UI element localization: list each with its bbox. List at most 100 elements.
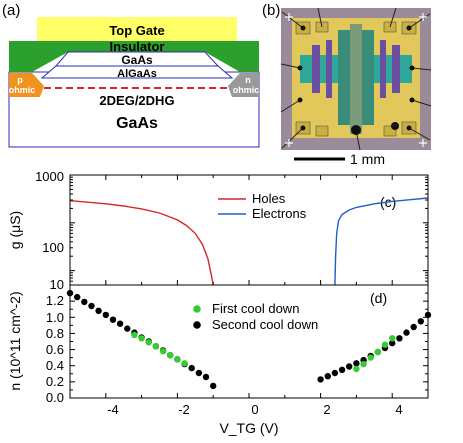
- substrate-box: [8, 71, 260, 148]
- point-first-cool-down: [131, 331, 138, 339]
- d-xtick-label-4: 4: [395, 402, 402, 417]
- panel-a: (a) Top Gate Insulator GaAs AlGaAs 2DEG/…: [2, 2, 260, 148]
- algaas-layer: [40, 65, 234, 79]
- point-first-cool-down: [181, 360, 188, 367]
- point-second-cool-down: [424, 311, 432, 319]
- insulator-label: Insulator: [110, 39, 165, 54]
- panel-d-series-layer: [66, 289, 432, 390]
- panel-c-legend: Holes Electrons: [218, 191, 307, 221]
- insulator-layer: [9, 41, 259, 72]
- p-ohmic-label-line1: p: [17, 75, 23, 85]
- point-second-cool-down: [338, 366, 346, 373]
- point-second-cool-down: [353, 360, 360, 367]
- panel-c-series-layer: [69, 197, 429, 286]
- point-second-cool-down: [403, 329, 410, 336]
- point-first-cool-down: [381, 341, 389, 348]
- panel-d-legend: First cool down Second cool down: [193, 301, 318, 332]
- gaas-substrate-label: GaAs: [116, 115, 158, 132]
- point-first-cool-down: [159, 348, 167, 355]
- p-ohmic-contact: [9, 73, 44, 97]
- point-second-cool-down: [324, 373, 331, 380]
- bond-wires: [280, 7, 432, 151]
- panel-d-letter: (d): [370, 290, 387, 306]
- device-photo: [280, 7, 432, 151]
- d-ytick-label-0: 0.0: [46, 390, 64, 405]
- n-ohmic-label-line2: ohmic: [233, 85, 260, 95]
- panel-c: (c) 10 100 1000 g (μS) Holes Electrons: [7, 169, 429, 292]
- point-second-cool-down: [410, 323, 417, 331]
- bond-balls: [297, 25, 415, 135]
- point-first-cool-down: [367, 354, 374, 361]
- d-ytick-label-4: 0.8: [46, 326, 64, 341]
- d-ytick-label-5: 1.0: [46, 310, 64, 325]
- point-first-cool-down: [360, 360, 367, 368]
- point-second-cool-down: [88, 302, 95, 310]
- panel-b-letter: (b): [262, 2, 280, 19]
- d-xlabel: V_TG (V): [219, 420, 278, 436]
- point-second-cool-down: [74, 293, 81, 301]
- point-second-cool-down: [417, 318, 424, 325]
- panel-c-tick-labels: 10 100 1000: [35, 169, 64, 292]
- panel-d-xtick-labels: -4 -2 0 2 4: [107, 402, 402, 417]
- gaas-cap-label: GaAs: [121, 53, 153, 67]
- panel-d-ticks: [69, 284, 429, 399]
- panel-c-frame: [69, 174, 429, 286]
- series-line-holes: [69, 200, 214, 286]
- top-gate-label: Top Gate: [109, 23, 164, 38]
- legend-label-electrons: Electrons: [252, 206, 307, 221]
- point-second-cool-down: [202, 373, 210, 381]
- point-second-cool-down: [81, 298, 88, 306]
- point-second-cool-down: [124, 325, 131, 332]
- point-first-cool-down: [167, 352, 174, 359]
- point-second-cool-down: [195, 369, 203, 377]
- alignment-marks: [285, 13, 427, 147]
- d-xtick-label-2: 0: [251, 402, 258, 417]
- panel-d: (d) 0.0 0.2 0.4 0.6 0.8 1.0 1.2 -4 -2 0 …: [7, 284, 432, 436]
- n-ohmic-contact: [228, 73, 259, 97]
- c-ytick-label-100: 100: [42, 240, 64, 255]
- panel-d-ytick-labels: 0.0 0.2 0.4 0.6 0.8 1.0 1.2: [46, 293, 64, 405]
- point-first-cool-down: [353, 365, 360, 373]
- legend-label-second-cool-down: Second cool down: [212, 317, 318, 332]
- d-ytick-label-6: 1.2: [46, 293, 64, 308]
- point-second-cool-down: [109, 316, 117, 323]
- series-line-electrons: [334, 197, 429, 286]
- point-second-cool-down: [188, 364, 195, 372]
- point-second-cool-down: [346, 363, 353, 370]
- n-ohmic-label-line1: n: [245, 75, 251, 85]
- panel-a-letter: (a): [2, 2, 20, 19]
- d-ytick-label-3: 0.6: [46, 342, 64, 357]
- legend-label-holes: Holes: [252, 191, 286, 206]
- point-first-cool-down: [145, 339, 152, 346]
- point-first-cool-down: [374, 348, 382, 356]
- point-second-cool-down: [331, 369, 339, 377]
- hall-arms: [312, 24, 400, 134]
- point-second-cool-down: [389, 339, 396, 347]
- d-xtick-label-3: 2: [323, 402, 330, 417]
- legend-label-first-cool-down: First cool down: [212, 301, 299, 316]
- twodeg-label: 2DEG/2DHG: [99, 93, 174, 108]
- point-first-cool-down: [389, 335, 396, 342]
- panel-c-ticks: [69, 175, 429, 286]
- point-second-cool-down: [95, 307, 102, 314]
- d-ytick-label-1: 0.2: [46, 374, 64, 389]
- panel-b: (b): [262, 2, 432, 167]
- d-ytick-label-2: 0.4: [46, 358, 64, 373]
- d-xtick-label-0: -4: [107, 402, 119, 417]
- algaas-label: AlGaAs: [117, 68, 157, 80]
- point-first-cool-down: [152, 343, 160, 350]
- top-gate-layer: [37, 17, 237, 41]
- legend-swatch-second-cool-down: [193, 321, 201, 329]
- d-xtick-label-1: -2: [178, 402, 190, 417]
- point-first-cool-down: [174, 356, 181, 363]
- c-ylabel: g (μS): [7, 211, 23, 249]
- point-second-cool-down: [317, 376, 324, 383]
- d-ylabel: n (10^11 cm^-2): [7, 291, 23, 390]
- p-ohmic-label-line2: ohmic: [9, 85, 36, 95]
- point-second-cool-down: [116, 320, 124, 327]
- point-second-cool-down: [396, 335, 403, 342]
- point-second-cool-down: [102, 311, 110, 319]
- c-ytick-label-10: 10: [50, 277, 64, 292]
- c-ytick-label-1000: 1000: [35, 169, 64, 184]
